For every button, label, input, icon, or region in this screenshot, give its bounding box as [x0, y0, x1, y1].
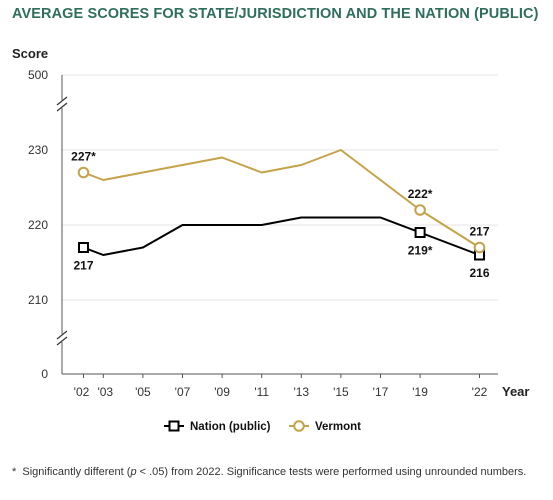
y-axis-title: Score	[12, 46, 48, 61]
x-tick-label-2005: '05	[135, 385, 151, 399]
x-tick-label-2011: '11	[254, 385, 269, 399]
data-label-nation-2019: 219*	[408, 244, 433, 258]
x-tick-label-2002: '02	[74, 385, 90, 399]
data-point-vermont-2019	[414, 204, 426, 216]
legend-swatch-marker	[168, 420, 180, 432]
y-tick-label-0: 0	[41, 367, 48, 381]
axis-layer: Score 0 210 220 230 500 '02 '03 '05 '07 '09 '11 '13 '…	[12, 46, 529, 399]
y-tick-label-210: 210	[28, 293, 48, 307]
legend-label: Nation (public)	[190, 421, 271, 433]
data-label-vermont-2022: 217	[469, 225, 489, 239]
grid-layer	[62, 74, 498, 301]
y-tick-label-230: 230	[28, 143, 48, 157]
data-point-nation-2019	[414, 227, 426, 238]
footnote-p-symbol: p	[130, 466, 137, 478]
y-tick-label-500: 500	[28, 68, 48, 82]
x-tick-label-2009: '09	[214, 385, 230, 399]
footnote-marker: *	[12, 466, 17, 478]
x-tick-label-2015: '15	[333, 385, 349, 399]
annotation-layer: 227* 222* 217 217 219* 216	[71, 150, 490, 281]
x-tick-label-2003: '03	[97, 385, 113, 399]
x-tick-label-2017: '17	[373, 385, 389, 399]
data-label-nation-2022: 216	[469, 266, 489, 280]
x-tick-label-2007: '07	[175, 385, 191, 399]
legend-item-vermont: Vermont	[289, 420, 361, 433]
y-tick-label-220: 220	[28, 218, 48, 232]
x-tick-label-2019: '19	[412, 385, 428, 399]
data-label-vermont-2019: 222*	[408, 187, 433, 201]
data-point-nation-2002	[78, 242, 89, 253]
x-tick-label-2013: '13	[293, 385, 309, 399]
axis-break-mark	[56, 96, 68, 106]
footnote-text-after: < .05) from 2022. Significance tests wer…	[136, 466, 527, 478]
legend-item-nation: Nation (public)	[164, 420, 271, 433]
series-line-nation	[83, 216, 480, 256]
legend: Nation (public) Vermont	[164, 420, 361, 433]
footnote: * Significantly different (p < .05) from…	[12, 465, 532, 479]
data-point-vermont-2022	[473, 241, 486, 254]
series-layer	[77, 149, 486, 261]
x-axis-title: Year	[502, 384, 529, 399]
footnote-text-before: Significantly different (	[22, 466, 131, 478]
axis-break-mark	[56, 336, 68, 346]
data-label-nation-2002: 217	[73, 259, 93, 273]
data-label-vermont-2002: 227*	[71, 150, 96, 164]
axis-break-mark	[56, 102, 68, 112]
axis-break-mark	[56, 330, 68, 340]
x-tick-label-2022: '22	[472, 385, 488, 399]
legend-swatch-marker	[293, 420, 305, 432]
data-point-vermont-2002	[77, 166, 90, 179]
chart-title: AVERAGE SCORES FOR STATE/JURISDICTION AN…	[12, 6, 539, 22]
series-line-vermont	[83, 149, 481, 249]
legend-label: Vermont	[315, 421, 361, 433]
